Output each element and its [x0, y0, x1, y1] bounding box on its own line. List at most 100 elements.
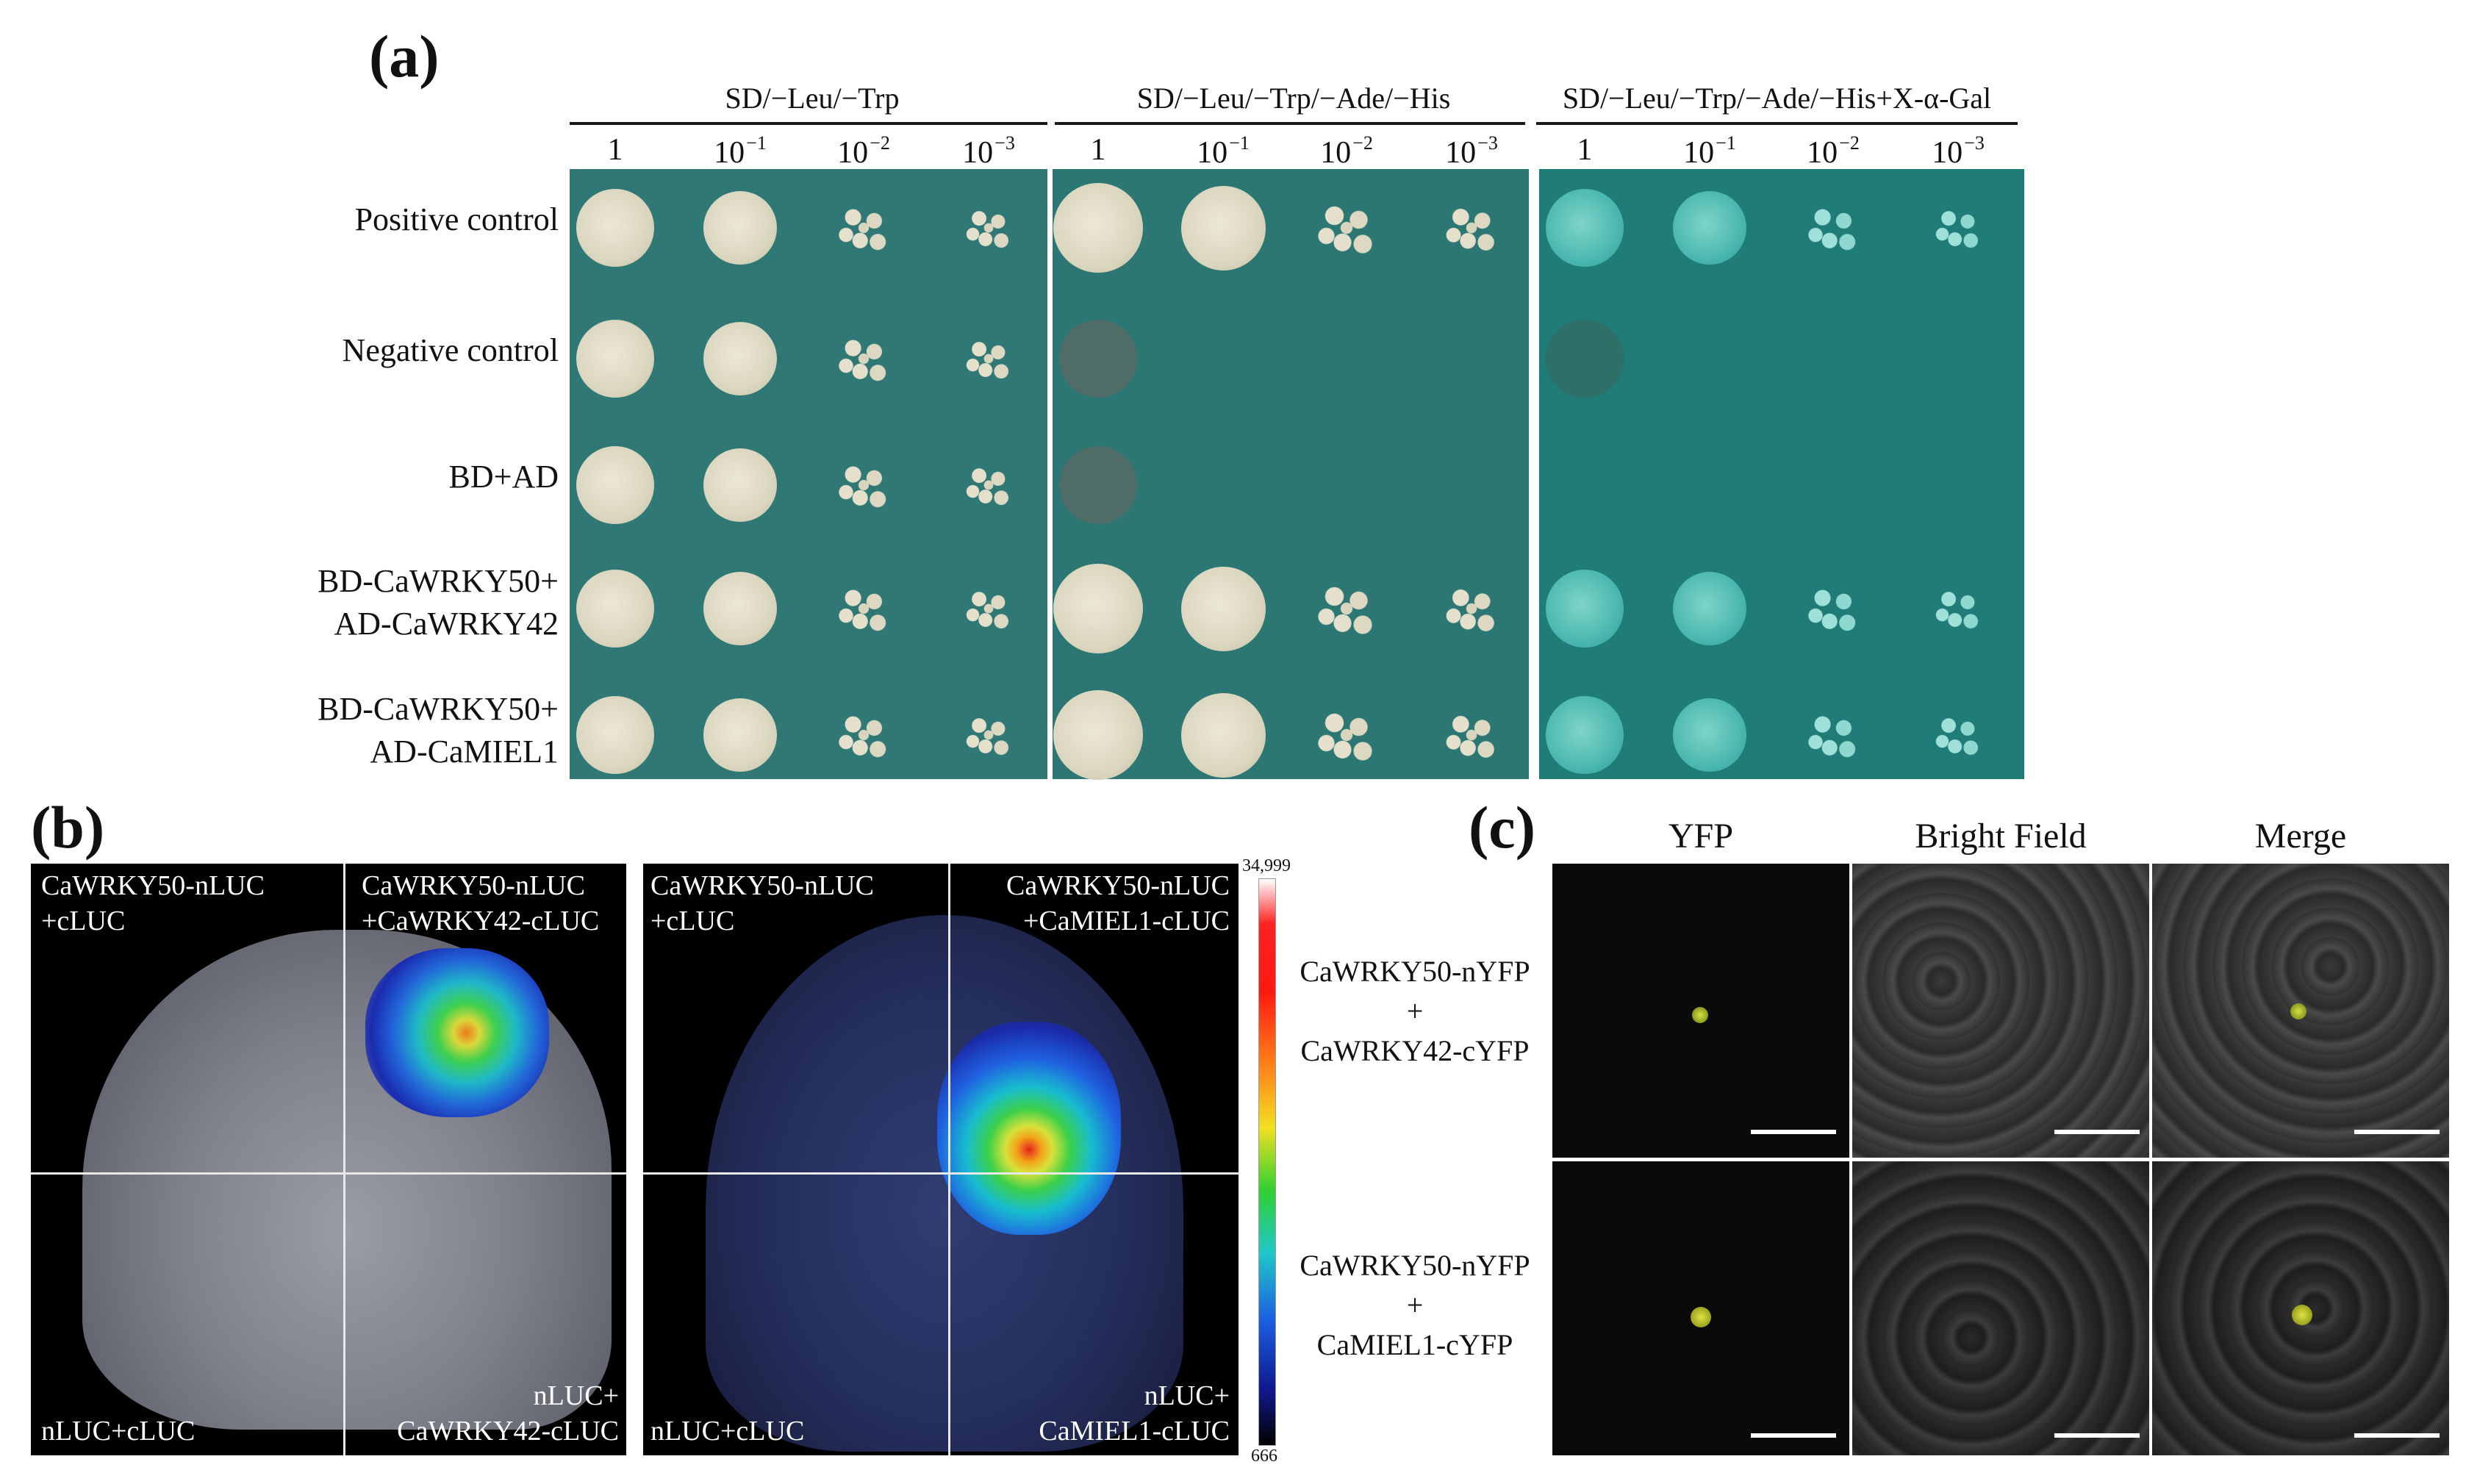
label-top-left: CaWRKY50-nLUC +cLUC [650, 870, 874, 936]
dilution-label: 10−2 [1320, 132, 1373, 170]
yeast-colony [576, 696, 654, 774]
yeast-colony [1798, 700, 1868, 770]
quadrant-divider-vertical [343, 864, 345, 1455]
yeast-colony [1305, 187, 1388, 269]
plate-x-gal [1539, 169, 2024, 779]
yeast-colony [957, 196, 1020, 259]
yeast-colony [1673, 191, 1746, 265]
yeast-colony [828, 700, 899, 770]
quadrant-divider-horizontal [31, 1172, 626, 1175]
quadrant-divider-vertical [948, 864, 950, 1455]
scale-bar [1751, 1130, 1836, 1134]
label-top-right: CaWRKY50-nLUC +CaMIEL1-cLUC [1006, 870, 1230, 936]
colorbar [1258, 878, 1276, 1446]
row-label-bd-ad: BD+AD [448, 459, 559, 495]
dilution-label: 1 [607, 133, 623, 167]
medium-underline-1 [570, 122, 1047, 125]
luc-image-cawrky42: CaWRKY50-nLUC +cLUC CaWRKY50-nLUC +CaWRKY4… [31, 864, 626, 1455]
dilution-label: 10−1 [714, 132, 767, 170]
label-top-left: CaWRKY50-nLUC +cLUC [41, 870, 265, 936]
row-label-positive-control: Positive control [354, 201, 559, 237]
yeast-colony [957, 703, 1020, 767]
scale-bar [2354, 1130, 2440, 1134]
bifc-row-label-camiel1: CaWRKY50-nYFP + CaMIEL1-cYFP [1300, 1249, 1530, 1361]
yeast-colony [576, 570, 654, 648]
column-label-merge: Merge [2254, 817, 2347, 856]
yeast-colony [957, 577, 1020, 640]
panel-a-label: (a) [369, 23, 440, 90]
column-label-bright-field: Bright Field [1915, 817, 2087, 856]
leaf-shape [706, 915, 1183, 1452]
yeast-colony [1926, 703, 1990, 767]
row-label-negative-control: Negative control [342, 332, 559, 368]
yeast-colony [1305, 567, 1388, 650]
dilution-label: 10−1 [1197, 132, 1250, 170]
plate-sd-leu-trp-ade-his [1053, 169, 1529, 779]
yeast-colony [576, 320, 654, 398]
quadrant-divider-horizontal [643, 1172, 1239, 1175]
yeast-colony [1180, 692, 1266, 778]
medium-label-2: SD/−Leu/−Trp/−Ade/−His [1136, 82, 1451, 115]
dilution-label: 1 [1090, 133, 1106, 167]
row-label-bd-cawrky50-ad-camiel1: BD-CaWRKY50+ AD-CaMIEL1 [318, 691, 559, 770]
yeast-colony [576, 446, 654, 524]
yeast-colony [1180, 566, 1266, 651]
yeast-colony [1053, 183, 1143, 273]
yeast-colony [1798, 573, 1868, 644]
scale-bar [2054, 1130, 2140, 1134]
yeast-colony [703, 448, 777, 522]
micrograph-bright-field-camiel1 [1852, 1161, 2149, 1455]
yeast-colony [1546, 696, 1624, 774]
yeast-colony [828, 450, 899, 520]
yeast-colony [957, 327, 1020, 390]
colorbar-max-label: 34,999 [1242, 856, 1291, 875]
yeast-colony [1798, 193, 1868, 263]
nucleus-fluorescence [2292, 1305, 2312, 1325]
medium-label-3: SD/−Leu/−Trp/−Ade/−His+X-α-Gal [1562, 82, 1992, 115]
micrograph-bright-field-cawrky42 [1852, 864, 2149, 1158]
yeast-colony [1053, 564, 1143, 653]
dilution-label: 10−3 [962, 132, 1015, 170]
dilution-label: 10−2 [837, 132, 890, 170]
nucleus-fluorescence [1692, 1007, 1708, 1023]
nucleus-fluorescence [2290, 1003, 2307, 1019]
yeast-colony [828, 573, 899, 644]
luc-image-camiel1: CaWRKY50-nLUC +cLUC CaWRKY50-nLUC +CaMIEL1… [643, 864, 1239, 1455]
scale-bar [1751, 1433, 1836, 1438]
label-bottom-left: nLUC+cLUC [650, 1416, 805, 1447]
dilution-label: 10−3 [1445, 132, 1498, 170]
yeast-colony [1673, 698, 1746, 772]
yeast-colony [1435, 572, 1508, 645]
luminescence-signal [937, 1022, 1121, 1235]
scale-bar [2354, 1433, 2440, 1438]
yeast-colony [1059, 320, 1137, 398]
scale-bar [2054, 1433, 2140, 1438]
yeast-colony [1435, 698, 1508, 772]
micrograph-merge-cawrky42 [2152, 864, 2449, 1158]
yeast-colony [703, 322, 777, 395]
yeast-colony [1546, 320, 1624, 398]
panel-c-label: (c) [1469, 794, 1536, 861]
label-bottom-left: nLUC+cLUC [41, 1416, 196, 1447]
medium-label-1: SD/−Leu/−Trp [725, 82, 900, 115]
bifc-row-label-cawrky42: CaWRKY50-nYFP + CaWRKY42-cYFP [1300, 955, 1530, 1067]
yeast-colony [1546, 570, 1624, 648]
yeast-colony [828, 323, 899, 394]
yeast-colony [576, 189, 654, 267]
yeast-colony [1180, 185, 1266, 270]
dilution-label: 1 [1577, 133, 1593, 167]
column-label-yfp: YFP [1668, 817, 1734, 856]
yeast-colony [1059, 446, 1137, 524]
micrograph-yfp-cawrky42 [1552, 864, 1849, 1158]
yeast-colony [1673, 572, 1746, 645]
yeast-colony [957, 454, 1020, 517]
medium-underline-2 [1055, 122, 1525, 125]
row-label-bd-cawrky50-ad-cawrky42: BD-CaWRKY50+ AD-CaWRKY42 [318, 563, 559, 642]
dilution-label: 10−2 [1807, 132, 1860, 170]
panel-b-label: (b) [31, 794, 105, 861]
luminescence-signal [365, 948, 549, 1117]
yeast-colony [703, 572, 777, 645]
label-bottom-right: nLUC+ CaMIEL1-cLUC [1039, 1380, 1230, 1447]
colorbar-min-label: 666 [1251, 1447, 1277, 1466]
medium-underline-3 [1536, 122, 2018, 125]
